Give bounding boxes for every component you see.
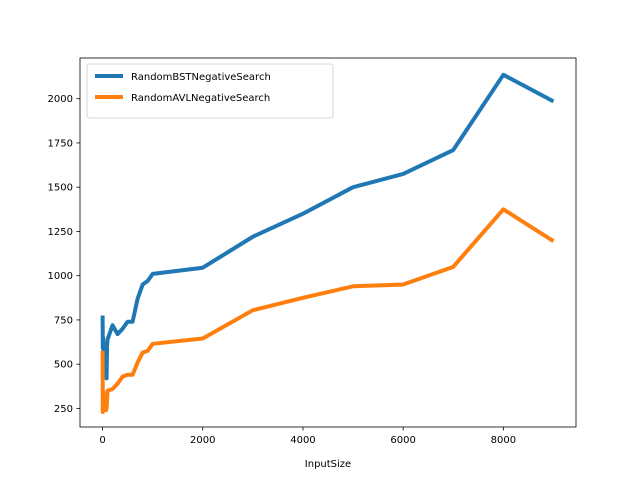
legend-label-2: RandomAVLNegativeSearch — [131, 93, 270, 104]
y-tick-label: 1500 — [48, 183, 73, 194]
plot-area — [100, 72, 555, 414]
x-tick-label: 8000 — [491, 435, 516, 446]
x-axis-label: InputSize — [305, 459, 351, 470]
x-tick-label: 0 — [99, 435, 105, 446]
y-axis-ticks: 250 500 750 1000 1250 1500 1750 2000 — [48, 94, 80, 415]
y-tick-label: 1750 — [48, 138, 73, 149]
y-tick-label: 250 — [54, 404, 73, 415]
legend-box — [86, 63, 334, 119]
legend: RandomBSTNegativeSearch RandomAVLNegative… — [86, 63, 334, 119]
x-tick-label: 2000 — [190, 435, 215, 446]
y-tick-label: 750 — [54, 315, 73, 326]
x-tick-label: 6000 — [390, 435, 415, 446]
x-tick-label: 4000 — [290, 435, 315, 446]
y-tick-label: 500 — [54, 360, 73, 371]
legend-label-1: RandomBSTNegativeSearch — [131, 72, 271, 83]
series-line-2 — [100, 207, 555, 414]
y-tick-label: 1250 — [48, 227, 73, 238]
y-tick-label: 2000 — [48, 94, 73, 105]
axes-frame — [79, 57, 577, 428]
x-axis-ticks: 0 2000 4000 6000 8000 — [99, 427, 516, 446]
y-tick-label: 1000 — [48, 271, 73, 282]
